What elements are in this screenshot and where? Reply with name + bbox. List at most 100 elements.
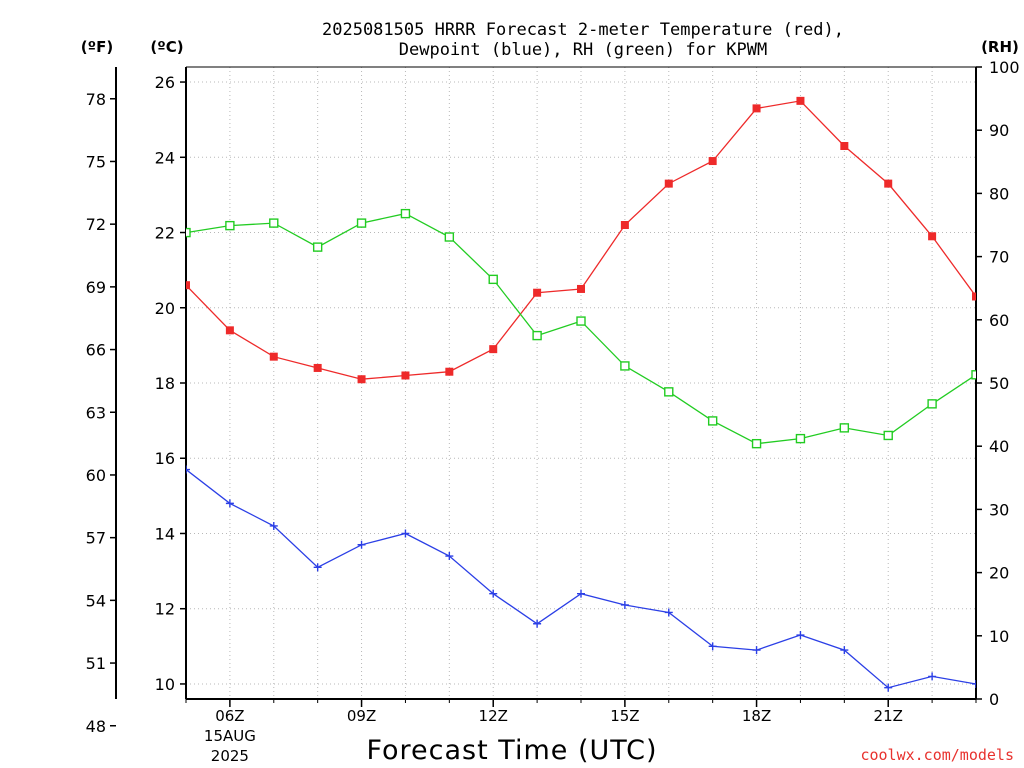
dewpoint-point [752, 646, 761, 655]
rh-tick-label: 50 [989, 374, 1009, 393]
rh-point [312, 242, 323, 252]
rh-point [488, 274, 498, 285]
x-tick-label: 15Z [610, 707, 639, 725]
fahrenheit-tick-label: 63 [86, 403, 106, 422]
rh-point [225, 220, 235, 231]
dewpoint-point [357, 540, 366, 549]
temperature-point [401, 371, 410, 380]
rh-point [883, 430, 893, 441]
fahrenheit-tick-label: 54 [86, 591, 106, 610]
dewpoint-point [269, 521, 278, 530]
dewpoint-point [401, 529, 410, 538]
celsius-tick-label: 26 [155, 73, 175, 92]
temperature-point [972, 292, 976, 301]
celsius-unit-label: (ºC) [150, 38, 183, 56]
rh-point [444, 232, 455, 242]
dewpoint-point [840, 646, 849, 655]
rh-point [927, 399, 937, 409]
temperature-point [752, 104, 761, 113]
temperature-point [313, 363, 322, 372]
chart-title-line1: 2025081505 HRRR Forecast 2-meter Tempera… [322, 20, 844, 40]
rh-tick-label: 30 [989, 500, 1009, 519]
chart-title-line2: Dewpoint (blue), RH (green) for KPWM [399, 40, 767, 60]
fahrenheit-tick-label: 66 [86, 341, 106, 360]
dewpoint-point [884, 683, 893, 692]
rh-point [532, 330, 542, 341]
rh-tick-label: 100 [989, 58, 1020, 77]
x-tick-label: 21Z [874, 707, 903, 725]
temperature-point [186, 281, 190, 290]
x-tick-year: 2025 [211, 747, 249, 765]
rh-tick-label: 20 [989, 564, 1009, 583]
dewpoint-point [972, 679, 976, 688]
rh-tick-label: 10 [989, 627, 1009, 646]
rh-tick-label: 80 [989, 184, 1009, 203]
dewpoint-point [664, 608, 673, 617]
x-tick-date: 15AUG [204, 727, 256, 745]
rh-tick-label: 40 [989, 437, 1009, 456]
fahrenheit-tick-label: 48 [86, 717, 106, 736]
temperature-point [357, 375, 366, 384]
dewpoint-line [186, 468, 976, 689]
fahrenheit-tick-label: 60 [86, 466, 106, 485]
temperature-point [884, 179, 893, 188]
dewpoint-point [445, 552, 454, 561]
rh-line [186, 212, 976, 445]
temperature-point [840, 142, 849, 150]
celsius-tick-label: 16 [155, 449, 175, 468]
celsius-tick-label: 20 [155, 299, 175, 318]
temperature-point [620, 221, 629, 229]
dewpoint-point [708, 642, 717, 651]
series-layer [186, 96, 976, 692]
rh-tick-label: 60 [989, 311, 1009, 330]
fahrenheit-tick-label: 78 [86, 90, 106, 109]
x-tick-label: 06Z [215, 707, 244, 725]
dewpoint-point [928, 672, 937, 681]
fahrenheit-tick-label: 69 [86, 278, 106, 297]
temperature-point [489, 345, 498, 354]
rh-tick-label: 90 [989, 121, 1009, 140]
credit-text: coolwx.com/models [860, 746, 1014, 764]
temperature-point [796, 96, 805, 105]
dewpoint-point [313, 563, 322, 572]
dewpoint-point [796, 631, 805, 640]
rh-point [795, 433, 806, 444]
rh-point [839, 423, 850, 433]
temperature-point [708, 157, 717, 166]
rh-tick-label: 0 [989, 690, 999, 709]
rh-point [356, 218, 367, 228]
rh-unit-label: (RH) [981, 38, 1019, 56]
rh-point [620, 361, 630, 371]
rh-tick-label: 70 [989, 248, 1009, 267]
rh-point [576, 316, 586, 326]
rh-series [186, 208, 976, 449]
rh-point [751, 438, 762, 449]
dewpoint-point [577, 589, 585, 598]
fahrenheit-tick-label: 72 [86, 215, 106, 234]
temperature-point [664, 179, 673, 188]
rh-point [186, 227, 191, 238]
x-tick-label: 18Z [742, 707, 771, 725]
rh-point [707, 416, 718, 426]
fahrenheit-tick-label: 51 [86, 654, 106, 673]
temperature-point [928, 232, 937, 241]
rh-point [400, 208, 411, 219]
dewpoint-point [620, 600, 629, 609]
temperature-point [533, 288, 542, 297]
x-tick-label: 09Z [347, 707, 376, 725]
fahrenheit-unit-label: (ºF) [81, 38, 113, 56]
grid-lines [185, 67, 977, 699]
x-axis-label: Forecast Time (UTC) [366, 735, 657, 766]
rh-point [971, 370, 976, 380]
dewpoint-series [186, 465, 976, 692]
temperature-point [577, 284, 585, 293]
temperature-point [269, 352, 278, 361]
dewpoint-point [225, 499, 234, 508]
temperature-series [186, 96, 976, 384]
celsius-tick-label: 24 [155, 148, 175, 167]
temperature-point [225, 326, 234, 335]
axes: 48 51 54 57 60 63 66 69 72 75 78 10 12 14 16 18 20 22 24 26… [86, 58, 1020, 765]
celsius-tick-label: 10 [155, 675, 175, 694]
fahrenheit-tick-label: 57 [86, 529, 106, 548]
